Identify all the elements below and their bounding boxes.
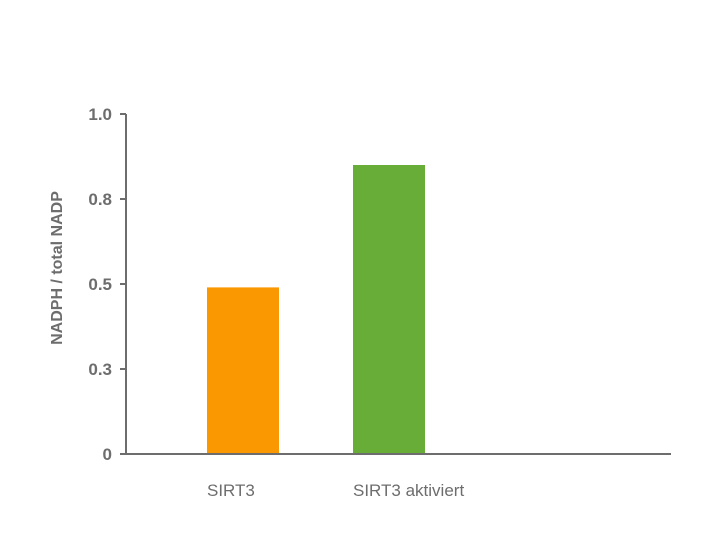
x-axis-labels: SIRT3 SIRT3 aktiviert	[207, 481, 464, 500]
y-axis-ticks: 0 0.3 0.5 0.8 1.0	[88, 105, 126, 464]
x-category-label: SIRT3 aktiviert	[353, 481, 464, 500]
y-tick-label: 1.0	[88, 105, 112, 124]
bar-sirt3	[207, 287, 279, 454]
y-tick-label: 0	[103, 445, 112, 464]
bar-sirt3-aktiviert	[353, 165, 425, 454]
y-tick-label: 0.3	[88, 360, 112, 379]
y-tick-label: 0.5	[88, 275, 112, 294]
bars-group	[207, 165, 425, 454]
y-tick-label: 0.8	[88, 190, 112, 209]
y-axis-title: NADPH / total NADP	[49, 191, 66, 345]
x-category-label: SIRT3	[207, 481, 255, 500]
